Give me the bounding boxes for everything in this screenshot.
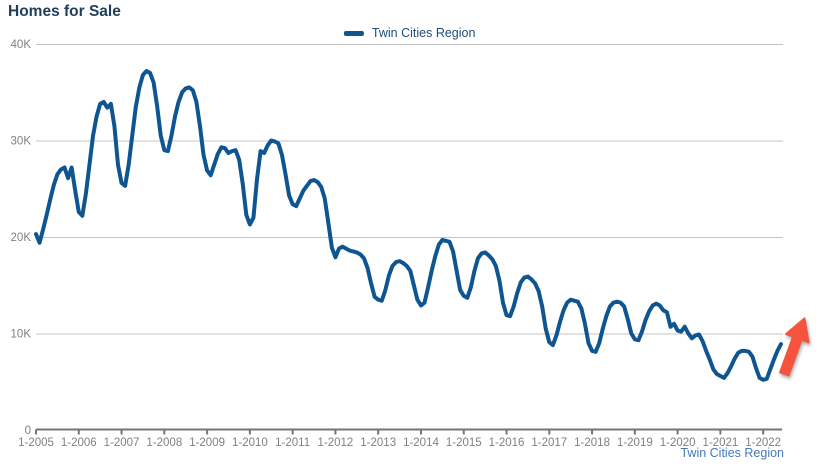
legend-line-swatch bbox=[343, 30, 364, 36]
x-axis-label: 1-2016 bbox=[489, 437, 525, 449]
page-title: Homes for Sale bbox=[8, 3, 121, 20]
y-axis-label: 10K bbox=[11, 329, 32, 341]
x-axis-label: 1-2010 bbox=[232, 437, 268, 449]
trend-arrow-annotation bbox=[779, 317, 810, 377]
y-axis-label: 0 bbox=[25, 425, 31, 437]
x-axis-label: 1-2018 bbox=[574, 437, 610, 449]
x-axis-label: 1-2008 bbox=[146, 437, 182, 449]
x-axis-label: 1-2014 bbox=[403, 437, 439, 449]
x-axis-label: 1-2009 bbox=[189, 437, 225, 449]
x-axis-label: 1-2020 bbox=[660, 437, 696, 449]
series-line-twin-cities-region bbox=[34, 69, 783, 382]
x-axis-label: 1-2022 bbox=[745, 437, 781, 449]
y-axis-label: 30K bbox=[11, 136, 32, 148]
x-axis-label: 1-2005 bbox=[18, 437, 54, 449]
x-axis-label: 1-2007 bbox=[104, 437, 140, 449]
x-axis-label: 1-2006 bbox=[61, 437, 97, 449]
x-axis-label: 1-2019 bbox=[617, 437, 653, 449]
legend: Twin Cities Region bbox=[343, 26, 476, 40]
x-axis-label: 1-2012 bbox=[318, 437, 354, 449]
x-axis-label: 1-2011 bbox=[275, 437, 310, 449]
x-axis-label: 1-2015 bbox=[446, 437, 482, 449]
x-axis-label: 1-2013 bbox=[360, 437, 396, 449]
y-axis-label: 40K bbox=[11, 39, 32, 51]
legend-item-twin-cities-region[interactable]: Twin Cities Region bbox=[371, 26, 476, 40]
footer-series-link[interactable]: Twin Cities Region bbox=[680, 446, 784, 460]
x-axis-label: 1-2021 bbox=[702, 437, 738, 449]
y-axis-label: 20K bbox=[11, 232, 32, 244]
x-axis-label: 1-2017 bbox=[531, 437, 567, 449]
